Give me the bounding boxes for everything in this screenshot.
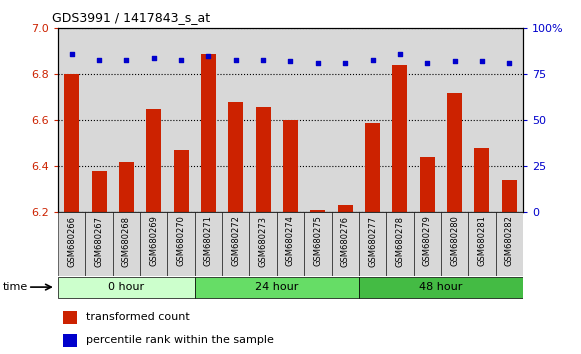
Point [504, 61, 514, 66]
Bar [195, 277, 359, 298]
Bar [386, 212, 414, 276]
Text: GSM680274: GSM680274 [286, 216, 295, 267]
Point [286, 59, 295, 64]
Text: percentile rank within the sample: percentile rank within the sample [86, 335, 274, 346]
Point [477, 59, 486, 64]
Point [204, 53, 213, 59]
Bar [195, 28, 222, 212]
Bar [174, 150, 189, 212]
Bar [113, 212, 140, 276]
Text: 24 hour: 24 hour [255, 282, 299, 292]
Bar [113, 28, 140, 212]
Bar [249, 212, 277, 276]
Point [231, 57, 241, 62]
Point [395, 51, 404, 57]
Bar [277, 212, 304, 276]
Bar [201, 53, 216, 212]
Text: GSM680273: GSM680273 [259, 216, 268, 267]
Bar [419, 157, 435, 212]
Bar [304, 212, 332, 276]
Point [67, 51, 77, 57]
Bar [228, 102, 243, 212]
Bar [468, 28, 496, 212]
Bar [140, 212, 167, 276]
Text: GSM680271: GSM680271 [204, 216, 213, 267]
Bar [146, 109, 162, 212]
Bar [359, 28, 386, 212]
Point [149, 55, 159, 61]
Bar [332, 28, 359, 212]
Bar [277, 28, 304, 212]
Text: transformed count: transformed count [86, 312, 190, 322]
Text: GSM680269: GSM680269 [149, 216, 158, 267]
Bar [222, 212, 249, 276]
Point [313, 61, 322, 66]
Bar [140, 28, 167, 212]
Bar [502, 180, 517, 212]
Bar [58, 28, 85, 212]
Bar [441, 28, 468, 212]
Bar [359, 212, 386, 276]
Bar [414, 28, 441, 212]
Point [259, 57, 268, 62]
Bar [468, 212, 496, 276]
Text: GDS3991 / 1417843_s_at: GDS3991 / 1417843_s_at [52, 11, 210, 24]
Bar [92, 171, 107, 212]
Bar [338, 205, 353, 212]
Bar [496, 28, 523, 212]
Bar [441, 212, 468, 276]
Text: 0 hour: 0 hour [109, 282, 145, 292]
Bar [310, 210, 325, 212]
Text: GSM680280: GSM680280 [450, 216, 459, 267]
Bar [249, 28, 277, 212]
Text: 48 hour: 48 hour [419, 282, 462, 292]
Bar [474, 148, 489, 212]
Text: GSM680272: GSM680272 [231, 216, 241, 267]
Text: time: time [3, 282, 28, 292]
Bar [332, 212, 359, 276]
Bar [222, 28, 249, 212]
Text: GSM680282: GSM680282 [505, 216, 514, 267]
Bar [63, 311, 77, 324]
Bar [58, 212, 85, 276]
Text: GSM680279: GSM680279 [423, 216, 432, 267]
Point [177, 57, 186, 62]
Bar [365, 122, 380, 212]
Text: GSM680268: GSM680268 [122, 216, 131, 267]
Point [122, 57, 131, 62]
Text: GSM680267: GSM680267 [95, 216, 103, 267]
Text: GSM680266: GSM680266 [67, 216, 76, 267]
Bar [496, 212, 523, 276]
Bar [386, 28, 414, 212]
Bar [304, 28, 332, 212]
Text: GSM680275: GSM680275 [313, 216, 322, 267]
Text: GSM680278: GSM680278 [395, 216, 404, 267]
Bar [167, 28, 195, 212]
Bar [195, 212, 222, 276]
Text: GSM680277: GSM680277 [368, 216, 377, 267]
Text: GSM680281: GSM680281 [478, 216, 486, 267]
Bar [167, 212, 195, 276]
Point [450, 59, 459, 64]
Bar [414, 212, 441, 276]
Bar [58, 277, 195, 298]
Text: GSM680276: GSM680276 [340, 216, 350, 267]
Bar [283, 120, 298, 212]
Point [95, 57, 104, 62]
Bar [85, 212, 113, 276]
Text: GSM680270: GSM680270 [177, 216, 186, 267]
Point [422, 61, 432, 66]
Bar [63, 334, 77, 347]
Bar [119, 162, 134, 212]
Bar [85, 28, 113, 212]
Point [368, 57, 377, 62]
Bar [359, 277, 523, 298]
Bar [64, 74, 79, 212]
Point [340, 61, 350, 66]
Bar [256, 107, 271, 212]
Bar [392, 65, 407, 212]
Bar [447, 93, 462, 212]
